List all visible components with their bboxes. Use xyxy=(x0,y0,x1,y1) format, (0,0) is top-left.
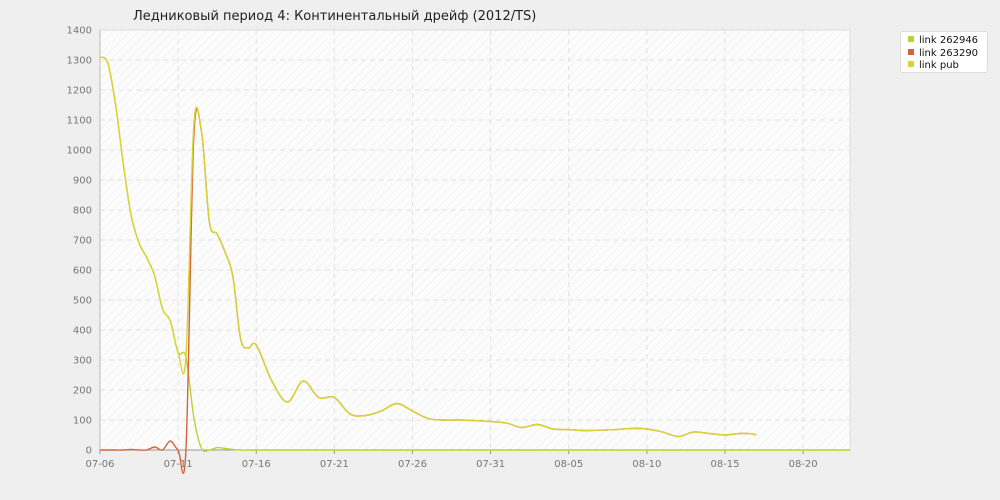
legend-label: link 262946 xyxy=(919,35,979,46)
series-line-link-pub[interactable] xyxy=(99,56,757,438)
y-tick-label: 500 xyxy=(73,296,92,307)
x-tick-label: 07-16 xyxy=(242,459,271,470)
y-tick-label: 1100 xyxy=(67,116,92,127)
y-tick-label: 700 xyxy=(73,236,92,247)
x-tick-label: 07-11 xyxy=(164,459,193,470)
y-tick-label: 0 xyxy=(86,446,92,457)
y-tick-label: 1000 xyxy=(67,146,92,157)
y-tick-label: 100 xyxy=(73,416,92,427)
x-tick-label: 07-31 xyxy=(476,459,505,470)
x-tick-label: 07-26 xyxy=(398,459,427,470)
legend-label: link pub xyxy=(919,60,959,71)
legend-swatch-link-pub xyxy=(908,61,914,67)
x-tick-label: 08-10 xyxy=(632,459,661,470)
series-group xyxy=(99,56,850,475)
y-tick-label: 900 xyxy=(73,176,92,187)
legend-swatch-link-262946 xyxy=(908,36,914,42)
legend: link 262946 link 263290 link pub xyxy=(900,31,988,73)
y-tick-label: 1400 xyxy=(67,26,92,37)
y-tick-label: 1200 xyxy=(67,86,92,97)
y-tick-label: 300 xyxy=(73,356,92,367)
x-tick-label: 08-15 xyxy=(710,459,739,470)
x-tick-label: 07-06 xyxy=(85,459,114,470)
legend-item-link-263290[interactable]: link 263290 xyxy=(908,48,987,61)
x-tick-label: 08-20 xyxy=(789,459,818,470)
grid xyxy=(100,30,850,450)
legend-label: link 263290 xyxy=(919,47,979,59)
axes: 0 100 200 300 400 500 600 700 800 900 1000 1100 1200… xyxy=(67,26,850,470)
y-tick-label: 600 xyxy=(73,266,92,277)
y-tick-label: 1300 xyxy=(67,56,92,67)
legend-swatch-link-263290 xyxy=(908,48,914,55)
x-tick-label: 08-05 xyxy=(554,459,583,470)
legend-item-link-pub[interactable]: link pub xyxy=(908,60,987,73)
legend-item-link-262946[interactable]: link 262946 xyxy=(908,35,987,48)
y-tick-label: 800 xyxy=(73,206,92,217)
chart-title: Ледниковый период 4: Континентальный дре… xyxy=(133,9,537,24)
x-tick-label: 07-21 xyxy=(320,459,349,470)
y-tick-label: 200 xyxy=(73,386,92,397)
y-tick-label: 400 xyxy=(73,326,92,337)
